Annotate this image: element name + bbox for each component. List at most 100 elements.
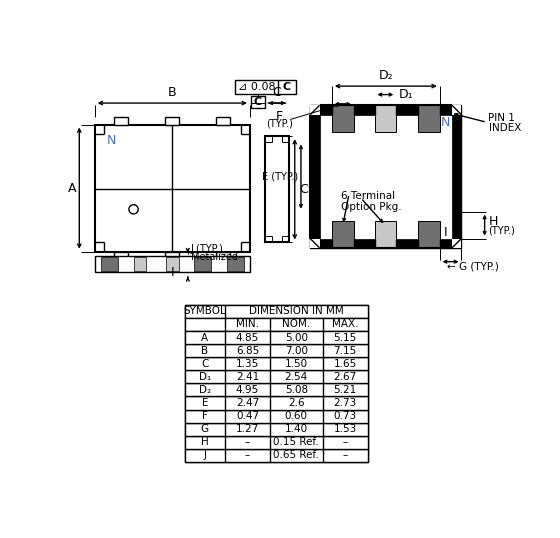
Text: 2.54: 2.54 [284, 372, 308, 382]
Bar [250, 96, 264, 109]
Text: B: B [201, 345, 208, 356]
Text: MIN.: MIN. [236, 320, 259, 329]
Text: 5.08: 5.08 [284, 385, 308, 395]
Text: 1.65: 1.65 [334, 359, 357, 369]
Bar [452, 105, 461, 248]
Text: –: – [343, 450, 348, 461]
Text: –: – [245, 450, 250, 461]
Text: D₂: D₂ [379, 69, 393, 82]
Bar [114, 117, 128, 125]
Bar [185, 318, 367, 331]
Bar [310, 238, 320, 248]
Bar [235, 80, 296, 94]
Bar [185, 370, 367, 384]
Bar [310, 105, 320, 248]
Text: 0.15 Ref.: 0.15 Ref. [273, 437, 319, 447]
Text: 0.73: 0.73 [334, 411, 357, 421]
Bar [375, 221, 396, 248]
Text: PIN 1: PIN 1 [488, 114, 515, 123]
Bar [310, 238, 461, 248]
Text: C: C [201, 359, 208, 369]
Bar [101, 257, 118, 271]
Text: J (TYP.): J (TYP.) [191, 244, 224, 254]
Text: D₂: D₂ [199, 385, 211, 395]
Bar [452, 105, 461, 115]
Bar [165, 252, 179, 259]
Text: C: C [283, 82, 291, 92]
Text: 4.85: 4.85 [236, 332, 259, 343]
Bar [185, 436, 367, 449]
Text: J: J [203, 450, 206, 461]
Text: C: C [273, 86, 281, 99]
Text: 1.40: 1.40 [284, 424, 308, 434]
Bar [418, 104, 440, 115]
Bar [95, 125, 250, 252]
Bar [310, 105, 461, 115]
Text: 2.6: 2.6 [288, 398, 305, 408]
Bar [418, 221, 440, 248]
Text: A: A [68, 182, 76, 195]
Bar [185, 409, 367, 423]
Text: 1.50: 1.50 [284, 359, 308, 369]
Text: C: C [300, 183, 308, 196]
Text: DIMENSION IN MM: DIMENSION IN MM [249, 306, 344, 316]
Text: B: B [168, 86, 176, 99]
Text: ⊿ 0.08: ⊿ 0.08 [238, 82, 276, 92]
Bar [185, 344, 367, 357]
Bar [265, 136, 288, 243]
Bar [418, 105, 440, 132]
Text: (TYP.): (TYP.) [488, 225, 515, 236]
Text: 0.65 Ref.: 0.65 Ref. [273, 450, 319, 461]
Bar [185, 423, 367, 436]
Text: 1.53: 1.53 [334, 424, 357, 434]
Text: H: H [201, 437, 209, 447]
Bar [185, 357, 367, 370]
Text: 1.27: 1.27 [236, 424, 259, 434]
Bar [332, 104, 354, 115]
Text: 4.95: 4.95 [236, 385, 259, 395]
Text: C: C [254, 97, 262, 107]
Text: G: G [201, 424, 209, 434]
Text: SYMBOL: SYMBOL [184, 306, 226, 316]
Bar [217, 117, 230, 125]
Text: –: – [245, 437, 250, 447]
Text: F: F [276, 110, 283, 123]
Text: E (TYP.): E (TYP.) [262, 172, 298, 182]
Bar [418, 238, 440, 248]
Text: F: F [202, 411, 208, 421]
Text: 2.73: 2.73 [334, 398, 357, 408]
Text: MAX.: MAX. [332, 320, 358, 329]
Text: 0.47: 0.47 [236, 411, 259, 421]
Text: 6.85: 6.85 [236, 345, 259, 356]
Bar [332, 105, 354, 132]
Text: INDEX: INDEX [488, 123, 521, 133]
Bar [185, 384, 367, 397]
Bar [95, 256, 250, 272]
Text: 7.00: 7.00 [285, 345, 308, 356]
Bar [332, 221, 354, 248]
Text: Metalized: Metalized [191, 252, 238, 262]
Bar [165, 117, 179, 125]
Bar [194, 257, 211, 271]
Text: D₁: D₁ [399, 88, 413, 101]
Bar [375, 104, 396, 115]
Bar [375, 105, 396, 132]
Text: 2.67: 2.67 [334, 372, 357, 382]
Text: 1.35: 1.35 [236, 359, 259, 369]
Text: 5.21: 5.21 [334, 385, 357, 395]
Text: H: H [488, 215, 498, 228]
Text: ← G (TYP.): ← G (TYP.) [447, 261, 500, 271]
Text: (TYP.): (TYP.) [266, 119, 293, 129]
Bar [227, 257, 244, 271]
Text: I: I [444, 226, 447, 239]
Bar [185, 397, 367, 409]
Text: NOM.: NOM. [282, 320, 310, 329]
Text: I: I [170, 266, 174, 279]
Text: 5.00: 5.00 [285, 332, 308, 343]
Bar [133, 257, 146, 271]
Text: E: E [202, 398, 208, 408]
Bar [310, 105, 320, 115]
Text: D₁: D₁ [199, 372, 211, 382]
Text: 5.15: 5.15 [334, 332, 357, 343]
Text: A: A [201, 332, 208, 343]
